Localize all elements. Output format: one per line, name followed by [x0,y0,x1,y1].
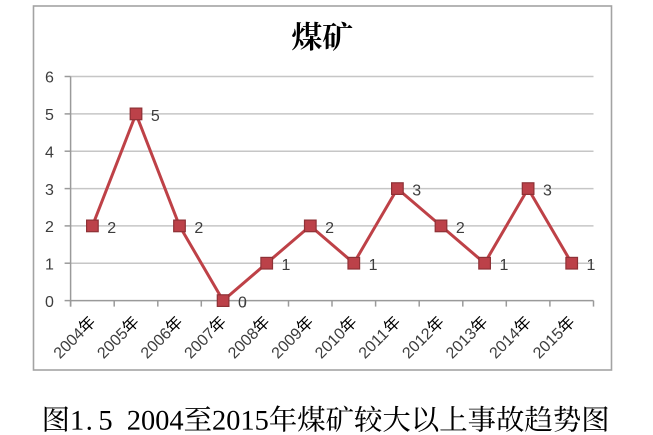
svg-text:1: 1 [587,257,596,274]
svg-text:5: 5 [151,108,160,125]
svg-text:3: 3 [543,183,552,200]
svg-text:2: 2 [325,220,334,237]
svg-text:0: 0 [238,295,247,312]
svg-text:3: 3 [45,182,54,199]
svg-text:0: 0 [45,294,54,311]
svg-text:2: 2 [45,219,54,236]
svg-text:1: 1 [45,256,54,273]
svg-text:4: 4 [45,144,54,161]
svg-text:1: 1 [499,257,508,274]
svg-text:3: 3 [412,183,421,200]
svg-text:1: 1 [282,257,291,274]
svg-text:2: 2 [107,220,116,237]
svg-text:2: 2 [194,220,203,237]
svg-text:2: 2 [456,220,465,237]
svg-text:1: 1 [369,257,378,274]
svg-text:6: 6 [45,70,54,87]
svg-text:5: 5 [45,107,54,124]
